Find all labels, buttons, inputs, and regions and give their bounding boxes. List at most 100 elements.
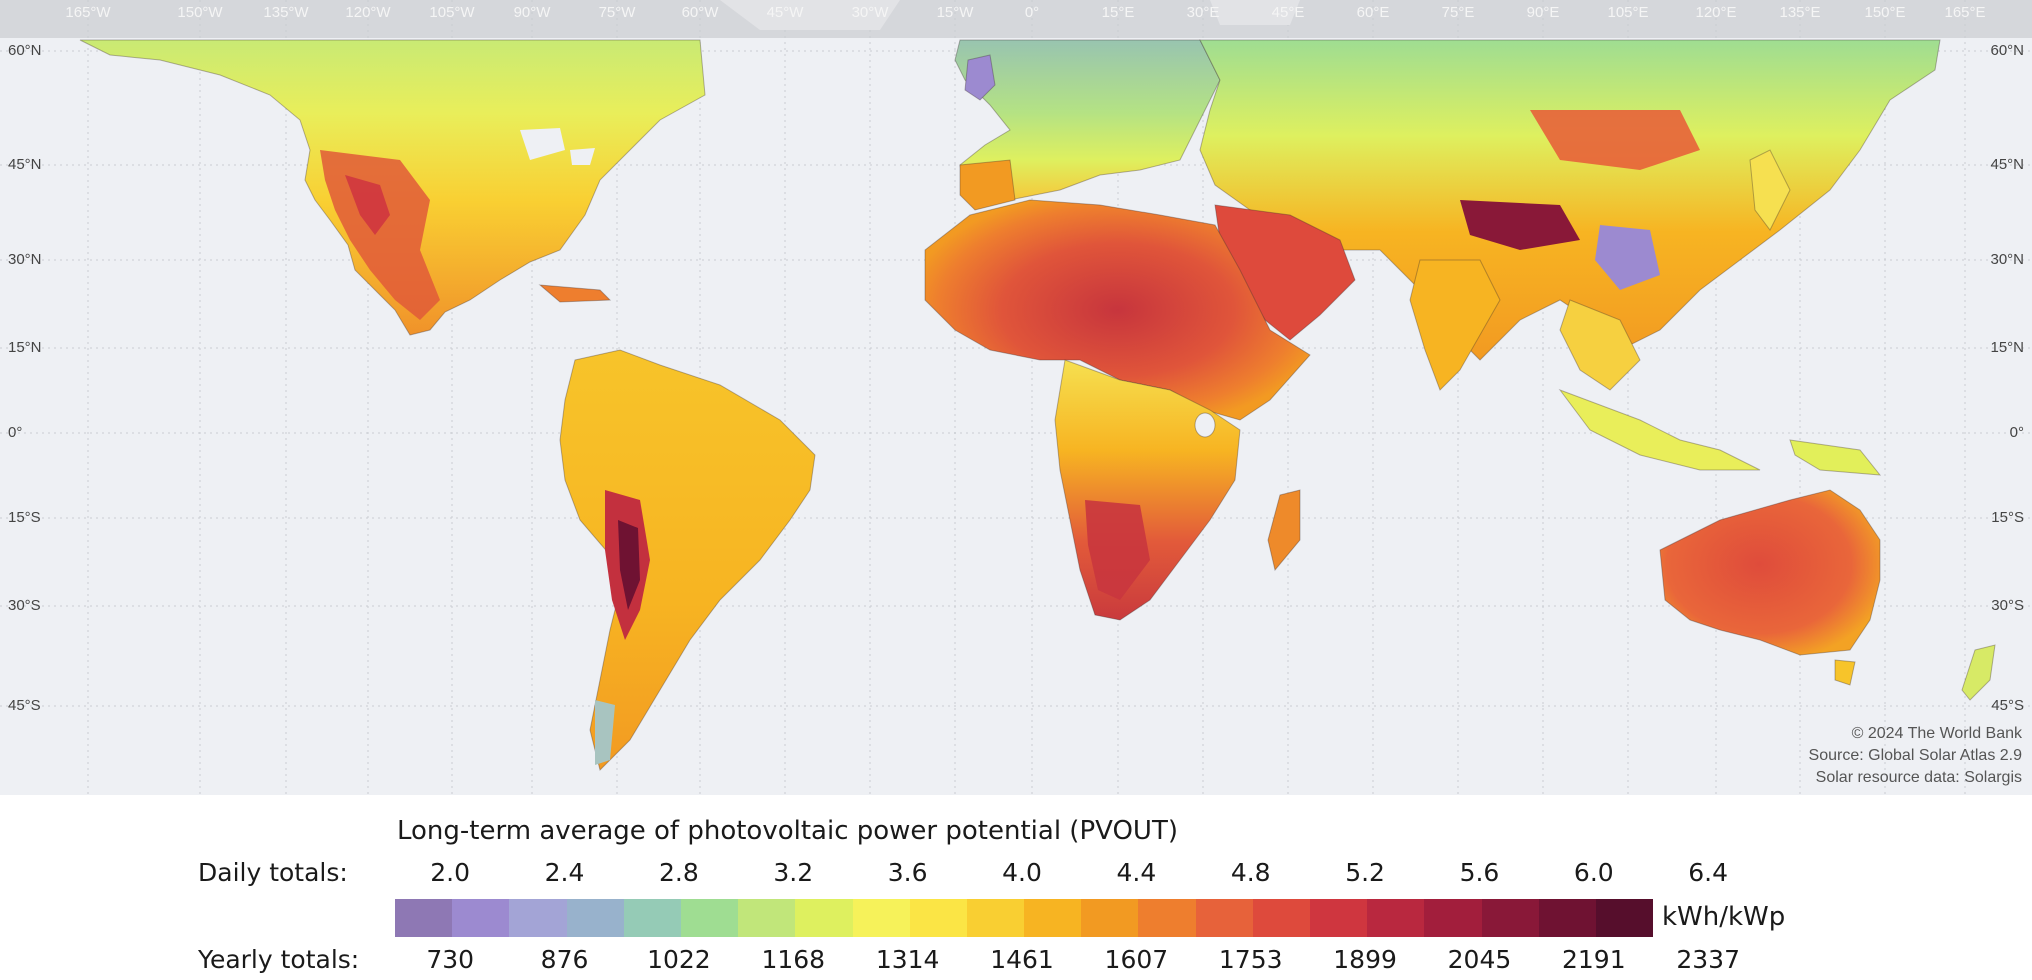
southeast-asia xyxy=(1559,299,1641,391)
japan xyxy=(1749,149,1791,231)
longitude-label: 90°E xyxy=(1527,4,1560,21)
longitude-label: 135°W xyxy=(263,4,309,21)
longitude-label: 75°W xyxy=(599,4,637,21)
color-scale-segment xyxy=(852,899,910,937)
color-scale-segment xyxy=(1424,899,1482,937)
daily-tick-label: 4.4 xyxy=(1116,858,1157,887)
asia xyxy=(1199,39,1941,361)
landmasses xyxy=(79,0,1996,771)
longitude-label: 30°W xyxy=(852,4,890,21)
longitude-label: 150°W xyxy=(177,4,223,21)
yearly-tick-label: 1607 xyxy=(1104,945,1169,974)
south-america xyxy=(559,349,816,771)
color-scale-segment xyxy=(680,899,739,937)
yearly-tick-label: 1314 xyxy=(875,945,940,974)
longitude-label: 105°W xyxy=(429,4,475,21)
color-scale-segment xyxy=(395,899,453,937)
color-scale-segment xyxy=(1252,899,1310,937)
daily-totals-label: Daily totals: xyxy=(198,858,348,887)
longitude-label: 165°W xyxy=(65,4,111,21)
longitude-labels: 165°W 150°W 135°W 120°W 105°W 90°W 75°W 60°W 45°… xyxy=(65,4,1985,21)
latitude-label-left: 45°N xyxy=(8,156,42,173)
daily-tick-label: 5.2 xyxy=(1345,858,1385,887)
daily-tick-label: 3.2 xyxy=(773,858,814,887)
latitude-labels: 60°N 60°N 45°N 45°N 30°N 30°N 15°N 15°N 0° 0° 15°S… xyxy=(8,42,2024,714)
daily-tick-label: 2.8 xyxy=(659,858,699,887)
daily-tick-label: 3.6 xyxy=(887,858,928,887)
yearly-tick-label: 1022 xyxy=(647,945,711,974)
australia xyxy=(1659,489,1881,656)
latitude-label-right: 45°S xyxy=(1991,697,2024,714)
latitude-label-right: 45°N xyxy=(1990,156,2024,173)
british-isles xyxy=(964,54,996,101)
longitude-label: 165°E xyxy=(1944,4,1985,21)
longitude-label: 120°E xyxy=(1695,4,1736,21)
latitude-label-right: 15°S xyxy=(1991,509,2024,526)
color-scale-segment xyxy=(1595,899,1654,937)
longitude-label: 30°E xyxy=(1187,4,1220,21)
longitude-label: 15°W xyxy=(937,4,975,21)
longitude-label: 15°E xyxy=(1102,4,1135,21)
color-scale-segment xyxy=(1024,899,1082,937)
longitude-label: 45°W xyxy=(767,4,805,21)
yearly-tick-label: 730 xyxy=(426,945,475,974)
color-scale-segment xyxy=(1538,899,1596,937)
longitude-label: 75°E xyxy=(1442,4,1475,21)
color-scale-segment xyxy=(1310,899,1368,937)
color-scale-segment xyxy=(1367,899,1425,937)
color-scale-segment xyxy=(1195,899,1253,937)
latitude-label-left: 30°S xyxy=(8,597,41,614)
longitude-label: 120°W xyxy=(345,4,391,21)
longitude-label: 105°E xyxy=(1607,4,1648,21)
color-scale-segment xyxy=(452,899,510,937)
solar-potential-map: 165°W 150°W 135°W 120°W 105°W 90°W 75°W 60°W 45°… xyxy=(0,0,2032,795)
longitude-label: 135°E xyxy=(1779,4,1820,21)
central-asia-hot-zone xyxy=(1530,110,1700,170)
yearly-tick-label: 1899 xyxy=(1333,945,1397,974)
madagascar xyxy=(1267,489,1301,572)
latitude-label-right: 15°N xyxy=(1990,339,2024,356)
great-lakes xyxy=(520,128,595,165)
color-scale-segment xyxy=(509,899,567,937)
color-scale-segment xyxy=(1081,899,1139,937)
daily-tick-label: 6.0 xyxy=(1573,858,1614,887)
legend-title: Long-term average of photovoltaic power … xyxy=(397,816,1178,846)
tasmania xyxy=(1834,659,1856,686)
new-guinea xyxy=(1789,439,1882,476)
color-scale-segment xyxy=(738,899,796,937)
credit-line-3: Solar resource data: Solargis xyxy=(1816,769,2022,786)
lake-victoria xyxy=(1194,412,1216,438)
latitude-label-left: 15°N xyxy=(8,339,42,356)
longitude-label: 45°E xyxy=(1272,4,1305,21)
latitude-label-left: 60°N xyxy=(8,42,42,59)
color-scale-segment xyxy=(909,899,967,937)
daily-tick-label: 4.0 xyxy=(1002,858,1042,887)
longitude-label-band xyxy=(0,0,2032,38)
unit-label: kWh/kWp xyxy=(1662,902,1786,932)
daily-tick-label: 5.6 xyxy=(1459,858,1500,887)
indonesia xyxy=(1558,388,1761,471)
southwest-hot-zone xyxy=(320,150,440,320)
color-scale-segment xyxy=(566,899,624,937)
color-scale-segment xyxy=(1481,899,1539,937)
color-scale-segment xyxy=(623,899,681,937)
latitude-label-left: 45°S xyxy=(8,697,41,714)
daily-tick-label: 4.8 xyxy=(1230,858,1271,887)
iberian-peninsula xyxy=(959,159,1016,211)
color-scale-bar xyxy=(395,899,1654,937)
credit-line-2: Source: Global Solar Atlas 2.9 xyxy=(1809,747,2023,764)
yearly-tick-label: 1753 xyxy=(1218,945,1283,974)
longitude-label: 0° xyxy=(1025,4,1039,21)
longitude-label: 60°W xyxy=(682,4,720,21)
daily-tick-label: 6.4 xyxy=(1688,858,1729,887)
latitude-label-left: 30°N xyxy=(8,251,42,268)
yearly-tick-label: 2191 xyxy=(1562,945,1626,974)
tibet-hot-zone xyxy=(1460,200,1580,250)
latitude-label-left: 0° xyxy=(8,424,22,441)
longitude-label: 150°E xyxy=(1864,4,1905,21)
latitude-label-right: 30°S xyxy=(1991,597,2024,614)
latitude-label-left: 15°S xyxy=(8,509,41,526)
yearly-tick-label: 2337 xyxy=(1676,945,1740,974)
new-zealand xyxy=(1961,644,1996,701)
longitude-label: 90°W xyxy=(514,4,552,21)
